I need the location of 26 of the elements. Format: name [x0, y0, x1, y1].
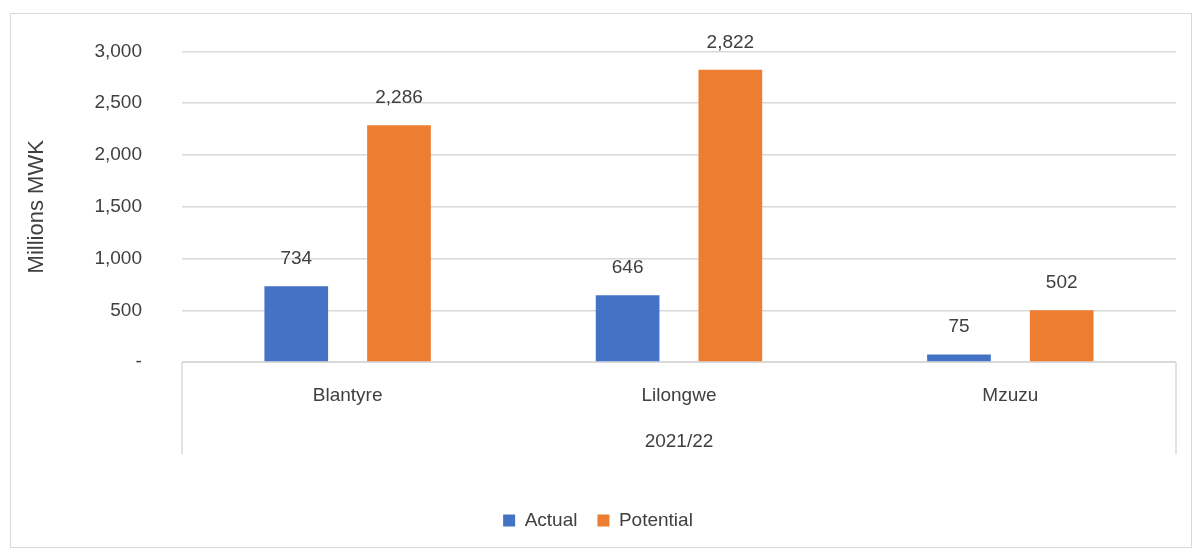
bar [367, 125, 431, 362]
data-label: 2,822 [706, 30, 755, 52]
legend-label: Actual [524, 508, 578, 530]
bar [1029, 310, 1094, 362]
data-label: 2,286 [375, 86, 423, 108]
y-tick-label: 2,500 [94, 91, 142, 113]
bar [698, 69, 763, 362]
data-label: 502 [1045, 270, 1078, 292]
x-tick-label: Lilongwe [641, 383, 717, 405]
x-tick-label: Blantyre [312, 383, 383, 405]
x-axis-title: 2021/22 [644, 430, 714, 452]
y-tick-label: 3,000 [94, 39, 142, 61]
y-axis-title: Millions MWK [23, 139, 49, 274]
x-tick-label: Mzuzu [982, 383, 1039, 405]
y-tick-label: 1,000 [94, 246, 142, 268]
data-label: 734 [280, 246, 313, 268]
y-tick-label: 500 [110, 298, 142, 320]
data-label: 646 [611, 256, 644, 278]
bar [264, 286, 329, 362]
y-tick-label: - [135, 350, 142, 372]
y-tick-label: 2,000 [94, 143, 142, 165]
data-label: 75 [948, 315, 970, 337]
legend-label: Potential [618, 508, 693, 530]
bar [927, 354, 991, 362]
y-tick-label: 1,500 [94, 195, 142, 217]
bar [595, 295, 660, 362]
